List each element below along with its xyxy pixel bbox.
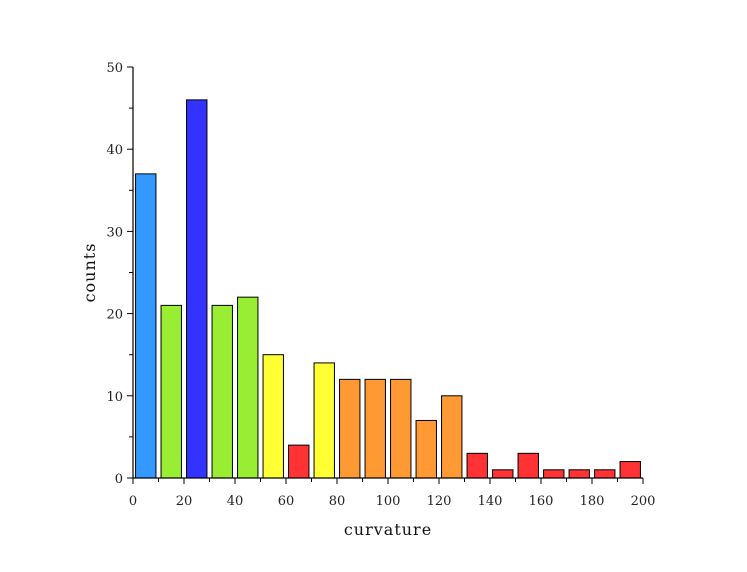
bar-4 <box>237 296 259 479</box>
x-tick-label: 140 <box>478 494 503 509</box>
x-tick-label: 20 <box>176 494 193 509</box>
bar-15 <box>517 452 539 479</box>
bar-2 <box>186 99 208 479</box>
bar-11 <box>415 419 437 479</box>
x-ticks-group: 0 20 40 60 80 100 120 140 160 180 200 <box>129 478 656 509</box>
x-tick-label: 120 <box>427 494 452 509</box>
axes-group <box>132 67 643 479</box>
bar-17 <box>568 469 590 479</box>
y-tick-label: 20 <box>106 308 123 323</box>
y-ticks-group: 0 10 20 30 40 50 <box>106 61 133 487</box>
bar-3 <box>211 304 233 479</box>
bar-13 <box>466 452 488 479</box>
y-tick-label: 0 <box>115 472 123 487</box>
bar-10 <box>390 378 412 479</box>
bar-12 <box>441 395 463 479</box>
x-tick-label: 180 <box>580 494 605 509</box>
bar-18 <box>594 469 616 479</box>
x-tick-label: 100 <box>376 494 401 509</box>
bar-1 <box>160 304 182 479</box>
x-tick-label: 160 <box>529 494 554 509</box>
bar-9 <box>364 378 386 479</box>
bar-0 <box>135 173 157 479</box>
bar-14 <box>492 469 514 479</box>
y-tick-label: 30 <box>106 225 123 240</box>
bar-16 <box>543 469 565 479</box>
bars-group <box>135 99 641 479</box>
bar-5 <box>262 354 284 479</box>
bar-19 <box>619 461 641 479</box>
y-axis-title: counts <box>80 243 99 303</box>
y-tick-label: 10 <box>106 390 123 405</box>
y-tick-label: 40 <box>106 143 123 158</box>
x-tick-label: 40 <box>227 494 244 509</box>
y-tick-label: 50 <box>106 61 123 76</box>
bar-7 <box>313 362 335 479</box>
x-tick-label: 200 <box>631 494 656 509</box>
x-axis-title: curvature <box>344 520 432 539</box>
x-tick-label: 60 <box>278 494 295 509</box>
bar-8 <box>339 378 361 479</box>
bar-6 <box>288 444 310 479</box>
x-tick-label: 80 <box>329 494 346 509</box>
x-tick-label: 0 <box>129 494 137 509</box>
